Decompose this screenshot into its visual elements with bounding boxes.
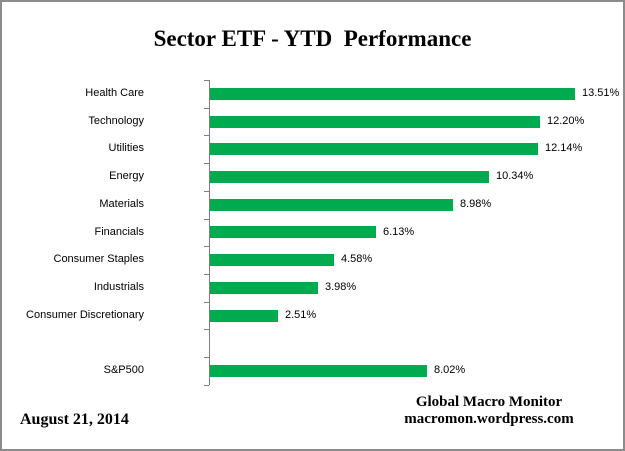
category-label: Technology <box>88 114 144 127</box>
bar <box>210 198 453 211</box>
category-label: Materials <box>99 197 144 210</box>
value-label: 12.20% <box>547 114 585 127</box>
axis-tick <box>204 163 209 165</box>
category-label: S&P500 <box>103 364 144 376</box>
bar <box>210 226 376 239</box>
bar <box>210 281 318 294</box>
footer-date: August 21, 2014 <box>20 411 129 428</box>
value-label: 4.58% <box>341 253 373 266</box>
axis-tick <box>204 135 209 137</box>
category-label: Consumer Discretionary <box>26 308 144 321</box>
axis-tick <box>204 273 209 275</box>
value-label: 12.14% <box>545 142 583 155</box>
value-label: 8.98% <box>460 197 492 210</box>
bar <box>210 143 538 156</box>
value-label: 10.34% <box>496 170 534 183</box>
axis-tick <box>204 384 209 386</box>
category-label: Energy <box>109 170 144 183</box>
value-label: 2.51% <box>285 308 317 321</box>
axis-tick <box>204 357 209 358</box>
category-label: Industrials <box>93 280 144 293</box>
category-label: Consumer Staples <box>53 253 145 266</box>
bar <box>210 115 540 128</box>
category-label: Financials <box>94 225 144 238</box>
footer-source: Global Macro Monitor macromon.wordpress.… <box>374 394 604 428</box>
bar <box>210 309 278 322</box>
axis-tick <box>204 218 209 220</box>
axis-tick <box>204 301 209 303</box>
axis-tick <box>204 107 209 109</box>
category-axis-line <box>209 80 210 385</box>
bar <box>210 364 427 377</box>
category-label: Utilities <box>108 142 144 155</box>
value-label: 8.02% <box>434 364 466 376</box>
axis-tick <box>204 80 209 81</box>
source-name: Global Macro Monitor <box>415 394 563 410</box>
bar <box>210 254 334 266</box>
category-label: Health Care <box>85 87 144 99</box>
axis-tick <box>204 246 209 248</box>
value-label: 6.13% <box>383 225 415 238</box>
value-label: 3.98% <box>325 280 357 293</box>
bar <box>210 170 489 183</box>
axis-tick <box>204 329 209 331</box>
axis-tick <box>204 190 209 192</box>
chart-title: Sector ETF - YTD Performance <box>153 26 472 51</box>
value-label: 13.51% <box>582 87 620 99</box>
bar <box>210 87 575 100</box>
source-url: macromon.wordpress.com <box>404 411 574 427</box>
